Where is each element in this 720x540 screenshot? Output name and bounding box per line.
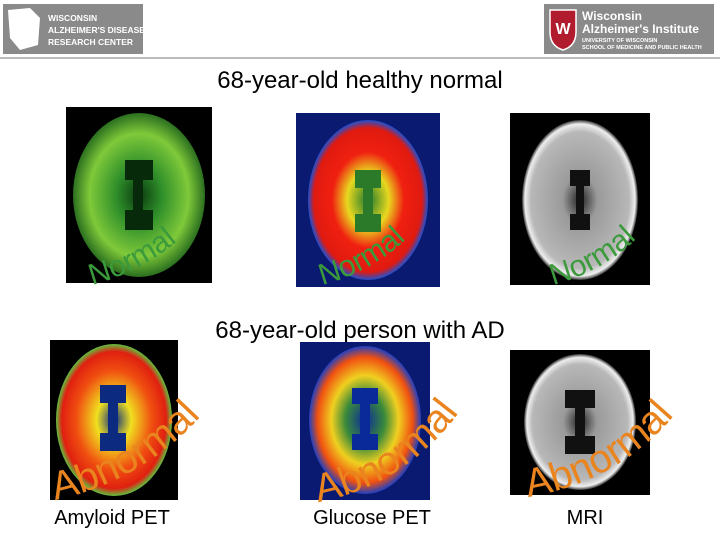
logo-title: Wisconsin: [582, 9, 642, 23]
logo-text: WISCONSIN: [48, 13, 97, 23]
logo-subtitle: UNIVERSITY OF WISCONSIN: [582, 38, 657, 44]
svg-text:W: W: [555, 21, 571, 38]
brain-images-normal: [66, 107, 650, 287]
brain-images-ad: [50, 340, 650, 500]
section-heading: 68-year-old person with AD: [215, 317, 504, 344]
header: WISCONSIN ALZHEIMER'S DISEASE RESEARCH C…: [0, 0, 720, 59]
logo-text: ALZHEIMER'S DISEASE: [48, 25, 145, 35]
caption: Amyloid PET: [54, 507, 170, 529]
logo-text: RESEARCH CENTER: [48, 37, 133, 47]
caption: MRI: [567, 507, 604, 529]
logo-subtitle: SCHOOL OF MEDICINE AND PUBLIC HEALTH: [582, 45, 702, 51]
caption: Glucose PET: [313, 507, 431, 529]
section-heading: 68-year-old healthy normal: [217, 67, 502, 94]
logo-title: Alzheimer's Institute: [582, 22, 699, 36]
